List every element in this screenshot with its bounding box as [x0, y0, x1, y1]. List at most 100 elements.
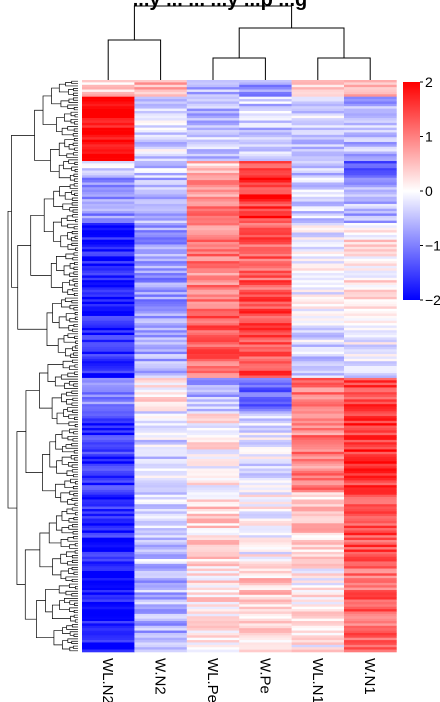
heatmap-cell — [82, 485, 135, 488]
heatmap-cell — [186, 91, 240, 95]
heatmap-cell — [344, 628, 397, 631]
heatmap-cell — [82, 575, 135, 579]
heatmap-cell — [291, 590, 345, 593]
heatmap-cell — [291, 463, 345, 467]
heatmap-cell — [186, 466, 240, 469]
heatmap-cell — [291, 342, 345, 345]
heatmap-cell — [291, 106, 345, 109]
dendrogram-branch — [39, 372, 53, 409]
heatmap-cell — [239, 511, 292, 515]
dendrogram-branch — [69, 583, 78, 589]
heatmap-cell — [344, 223, 397, 226]
heatmap-cell — [291, 399, 345, 403]
heatmap-cell — [186, 520, 240, 524]
heatmap-cell — [239, 211, 292, 214]
dendrogram-branch — [56, 412, 69, 425]
heatmap-cell — [291, 89, 345, 93]
heatmap-cell — [82, 366, 135, 369]
heatmap-cell — [82, 513, 135, 517]
heatmap-cell — [344, 504, 397, 507]
heatmap-cell — [134, 294, 188, 298]
heatmap-cell — [239, 139, 292, 143]
heatmap-cell — [82, 525, 135, 529]
heatmap-cell — [344, 115, 397, 119]
heatmap-cell — [82, 296, 135, 300]
heatmap-cell — [82, 499, 135, 503]
heatmap-cell — [239, 325, 292, 329]
heatmap-cell — [344, 520, 397, 524]
heatmap-cell — [291, 108, 345, 112]
heatmap-cell — [82, 230, 135, 233]
dendrogram-branch — [60, 492, 70, 503]
heatmap-cell — [344, 461, 397, 465]
heatmap-cell — [82, 110, 135, 114]
heatmap-cell — [291, 578, 345, 581]
heatmap-cell — [344, 549, 397, 553]
heatmap-cell — [344, 399, 397, 403]
heatmap-cell — [291, 630, 345, 634]
heatmap-cell — [291, 504, 345, 507]
heatmap-cell — [134, 106, 188, 109]
heatmap-cell — [134, 525, 188, 529]
heatmap-cell — [82, 573, 135, 577]
heatmap-cell — [291, 232, 345, 236]
heatmap-cell — [239, 432, 292, 436]
heatmap-cell — [344, 506, 397, 510]
dendrogram-branch — [42, 454, 56, 492]
heatmap-cell — [82, 139, 135, 143]
heatmap-cell — [82, 199, 135, 202]
heatmap-cell — [186, 246, 240, 250]
heatmap-cell — [239, 339, 292, 343]
heatmap-cell — [344, 306, 397, 310]
heatmap-cell — [134, 530, 188, 534]
dendrogram-branch — [62, 203, 73, 210]
heatmap-cell — [291, 110, 345, 114]
heatmap-cell — [82, 406, 135, 410]
heatmap-cell — [134, 137, 188, 140]
heatmap-cell — [239, 408, 292, 412]
heatmap-cell — [186, 218, 240, 221]
heatmap-cell — [134, 442, 188, 445]
dendrogram-branch — [62, 640, 70, 650]
heatmap-cell — [82, 211, 135, 214]
heatmap-cell — [344, 613, 397, 617]
heatmap-cell — [344, 578, 397, 581]
heatmap-cell — [186, 606, 240, 610]
heatmap-cell — [239, 478, 292, 481]
heatmap-cell — [291, 256, 345, 260]
heatmap-cell — [344, 277, 397, 281]
heatmap-cell — [239, 299, 292, 302]
heatmap-cell — [186, 99, 240, 102]
heatmap-cell — [239, 489, 292, 493]
heatmap-cell — [291, 411, 345, 414]
heatmap-cell — [186, 327, 240, 331]
heatmap-cell — [82, 418, 135, 422]
heatmap-cell — [134, 570, 188, 574]
heatmap-cell — [344, 346, 397, 350]
dendrogram-branch — [70, 118, 78, 124]
heatmap-cell — [134, 396, 188, 400]
heatmap-cell — [291, 644, 345, 648]
heatmap-cell — [344, 556, 397, 560]
column-label: W.Pe — [256, 658, 273, 694]
heatmap-cell — [82, 621, 135, 624]
dendrogram-branch — [71, 242, 78, 246]
heatmap-cell — [82, 432, 135, 436]
heatmap-cell — [344, 480, 397, 484]
heatmap-cell — [82, 253, 135, 257]
heatmap-cell — [344, 566, 397, 569]
dendrogram-branch — [58, 83, 69, 93]
heatmap-cell — [134, 539, 188, 543]
heatmap-cell — [291, 566, 345, 569]
heatmap-cell — [291, 304, 345, 307]
heatmap-cell — [291, 404, 345, 407]
heatmap-cell — [134, 273, 188, 276]
dendrogram-branch — [74, 364, 78, 368]
dendrogram-branch — [63, 409, 69, 417]
heatmap-cell — [134, 623, 188, 627]
heatmap-cell — [239, 528, 292, 531]
heatmap-cell — [291, 621, 345, 624]
heatmap-cell — [291, 413, 345, 417]
heatmap-cell — [239, 549, 292, 553]
heatmap-cell — [291, 447, 345, 450]
